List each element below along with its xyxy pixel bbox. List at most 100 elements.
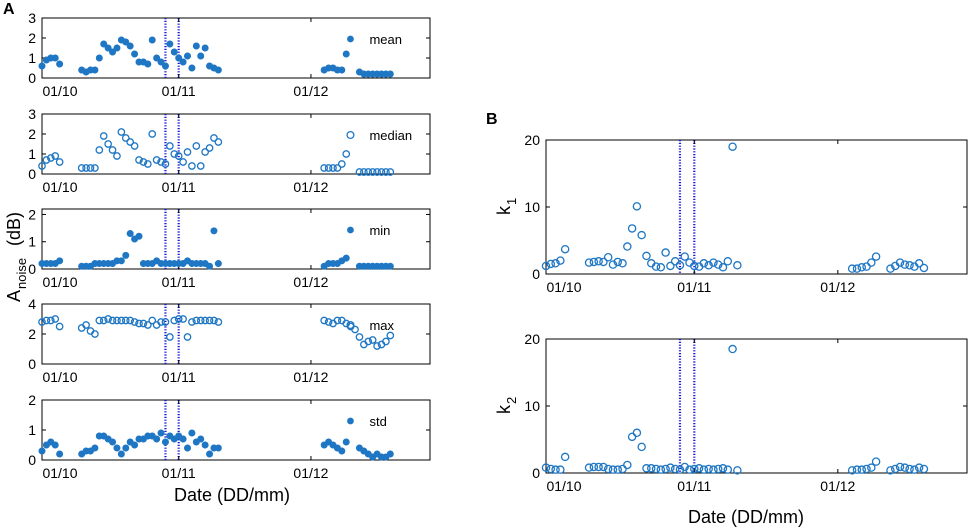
k2-data-point <box>857 465 867 474</box>
k2-ylabel: k2 <box>494 397 519 414</box>
median-data-point <box>130 142 139 150</box>
median-data-point <box>192 142 201 150</box>
std-data-point <box>157 429 165 437</box>
k2-ytick-label: 0 <box>532 465 540 481</box>
max-data-point <box>174 315 183 323</box>
k2-ylabel-main: k <box>494 404 514 414</box>
max-data-point <box>364 337 373 346</box>
k2-data-point <box>685 465 694 474</box>
k1-data-point <box>895 258 905 267</box>
std-data-point <box>161 438 169 446</box>
std-data-point <box>338 447 346 455</box>
median-data-point <box>179 158 187 166</box>
max-ytick-label: 4 <box>28 296 36 312</box>
k2-xtick-label: 01/11 <box>677 478 711 494</box>
median-data-point <box>117 128 126 136</box>
k1-data-point <box>847 264 857 273</box>
max-data-point <box>104 315 112 323</box>
k2-data-point <box>847 466 857 475</box>
max-xtick-label: 01/10 <box>42 369 77 385</box>
k2-data-point <box>910 465 919 474</box>
k2-data-point <box>694 464 704 473</box>
max-data-point <box>135 319 143 328</box>
max-data-point <box>192 316 201 325</box>
k1-data-point <box>900 260 910 269</box>
median-data-point <box>324 164 333 172</box>
min-data-point <box>214 260 222 268</box>
max-data-point <box>368 336 377 344</box>
max-xtick-label: 01/11 <box>162 369 196 385</box>
k1-data-point <box>723 257 733 266</box>
k1-data-point <box>733 261 742 270</box>
k2-data-point <box>608 465 618 474</box>
mean-legend-marker <box>347 35 354 43</box>
k2-data-point <box>733 466 742 475</box>
k2-data-point <box>642 464 651 473</box>
k2-data-point <box>599 462 608 472</box>
min-data-point <box>342 254 350 262</box>
max-data-point <box>148 316 157 325</box>
std-data-point <box>91 444 99 452</box>
k1-xtick-label: 01/10 <box>546 279 581 295</box>
min-legend-marker <box>347 226 354 234</box>
k2-data-point <box>666 463 675 472</box>
median-data-point <box>143 160 152 168</box>
median-subplot: 0 1 2 3 01/10 01/11 01/12 median <box>28 106 431 195</box>
k2-xtick-label: 01/10 <box>546 478 581 494</box>
min-subplot: 0 1 2 01/10 01/11 01/12 min <box>28 206 431 290</box>
median-data-point <box>82 164 90 172</box>
k1-data-point <box>699 259 709 268</box>
k2-data-point <box>699 465 709 474</box>
min-data-point <box>56 257 64 265</box>
mean-data-point <box>170 48 178 56</box>
k1-data-point <box>857 263 867 272</box>
median-data-point <box>205 144 214 152</box>
k1-data-point <box>862 262 871 271</box>
median-ytick-label: 1 <box>28 146 36 162</box>
mean-xtick-label: 01/11 <box>162 83 196 99</box>
k1-ylabel-main: k <box>494 205 514 215</box>
max-xtick-label: 01/12 <box>293 369 328 385</box>
max-legend-label: max <box>369 318 394 333</box>
mean-data-point <box>338 66 346 74</box>
min-ytick-label: 1 <box>28 234 36 250</box>
max-data-point <box>126 316 135 325</box>
k2-data-point <box>704 464 713 474</box>
k1-data-point <box>656 263 666 272</box>
k1-data-point <box>589 257 599 267</box>
k2-xtick-label: 01/12 <box>820 478 855 494</box>
max-data-point <box>51 315 60 323</box>
max-subplot: 0 2 4 01/10 01/11 01/12 max <box>28 296 431 385</box>
mean-data-point <box>201 44 209 52</box>
median-data-point <box>95 146 104 154</box>
std-legend-marker <box>347 417 354 425</box>
mean-data-point <box>104 44 112 52</box>
min-xtick-label: 01/12 <box>293 274 328 290</box>
k1-data-point <box>627 224 637 233</box>
mean-data-point <box>214 66 222 74</box>
max-data-point <box>117 316 126 325</box>
k2-data-point <box>690 464 699 474</box>
max-data-point <box>320 316 329 325</box>
k1-data-point <box>704 261 713 270</box>
std-data-point <box>51 441 59 449</box>
max-axes-frame <box>41 303 431 365</box>
median-ytick-label: 3 <box>28 106 36 122</box>
k2-data-point <box>852 465 862 474</box>
panel-label-b: B <box>486 111 498 128</box>
k1-data-point <box>905 261 914 270</box>
min-data-point <box>135 232 143 240</box>
k2-ytick-label: 10 <box>524 398 540 414</box>
ylabel-a-unit: (dB) <box>4 212 24 246</box>
median-data-point <box>86 164 95 172</box>
mean-data-point <box>109 48 117 56</box>
median-data-point <box>91 164 99 172</box>
k2-data-point <box>862 464 871 474</box>
k2-data-point <box>709 465 718 474</box>
median-data-point <box>55 158 64 166</box>
min-data-point <box>126 230 134 238</box>
median-data-point <box>139 158 148 166</box>
max-data-point <box>130 318 139 326</box>
mean-data-point <box>175 54 183 62</box>
